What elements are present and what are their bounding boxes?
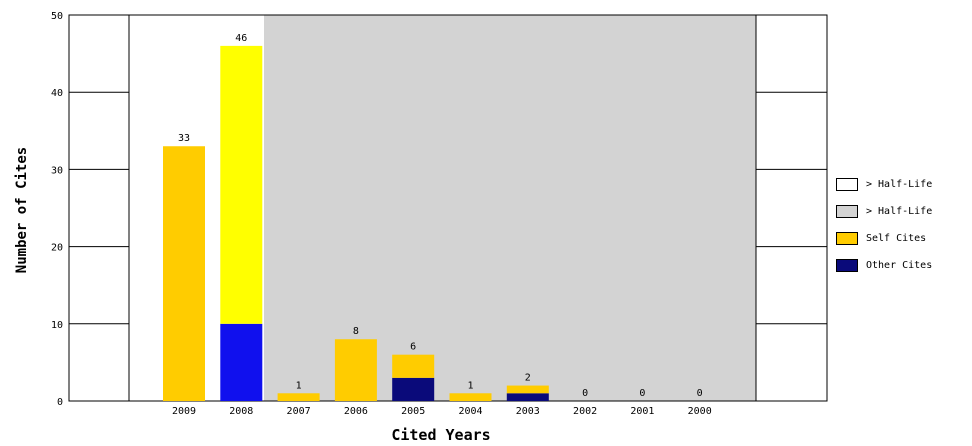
bar-value-label: 0	[697, 388, 703, 399]
legend-label: Other Cites	[866, 259, 933, 271]
bar-value-label: 46	[235, 33, 247, 44]
x-tick-label: 2008	[229, 406, 253, 417]
x-tick-label: 2003	[516, 406, 540, 417]
legend: > Half-Life > Half-Life Self Cites Other…	[836, 176, 972, 284]
bar-value-label: 0	[639, 388, 645, 399]
x-axis: 2009 2008 2007 2006 2005 2004 2003 2002 2001 2000	[172, 406, 712, 417]
legend-label: Self Cites	[866, 232, 927, 244]
x-tick-label: 2001	[630, 406, 654, 417]
bar-self-cites	[506, 385, 549, 394]
x-tick-label: 2000	[688, 406, 712, 417]
x-tick-label: 2004	[458, 406, 482, 417]
legend-item-half-life-gray: > Half-Life	[836, 203, 972, 219]
legend-swatch-gray	[836, 204, 858, 218]
bar-other-cites	[392, 377, 435, 401]
bar-value-label: 8	[353, 326, 359, 337]
legend-item-other-cites: Other Cites	[836, 257, 972, 273]
x-tick-label: 2009	[172, 406, 196, 417]
y-tick-label: 20	[51, 243, 63, 254]
y-tick-label: 40	[51, 88, 63, 99]
half-life-gray-area	[264, 15, 756, 401]
bar-self-cites	[220, 45, 263, 324]
bar-self-cites	[334, 339, 377, 401]
x-tick-label: 2007	[287, 406, 311, 417]
bar-value-label: 0	[582, 388, 588, 399]
bar-value-label: 1	[467, 380, 473, 391]
legend-swatch-white	[836, 177, 858, 191]
x-axis-label: Cited Years	[391, 426, 490, 444]
bars: 33 46 1 8 6 1 2 0 0 0	[163, 33, 703, 401]
legend-item-self-cites: Self Cites	[836, 230, 972, 246]
bar-self-cites	[163, 146, 205, 401]
x-tick-label: 2005	[401, 406, 425, 417]
y-tick-label: 0	[57, 397, 63, 408]
bar-value-label: 33	[178, 133, 190, 144]
y-tick-label: 50	[51, 11, 63, 22]
bar-value-label: 2	[525, 373, 531, 384]
legend-label: > Half-Life	[866, 178, 933, 190]
legend-swatch-other-cites	[836, 258, 858, 272]
y-tick-label: 10	[51, 320, 63, 331]
bar-value-label: 6	[410, 342, 416, 353]
legend-item-half-life-white: > Half-Life	[836, 176, 972, 192]
bar-other-cites	[220, 323, 263, 401]
legend-label: > Half-Life	[866, 205, 933, 217]
bar-self-cites	[449, 393, 492, 401]
y-tick-label: 30	[51, 165, 63, 176]
x-tick-label: 2002	[573, 406, 597, 417]
bar-self-cites	[277, 393, 320, 401]
legend-swatch-self-cites	[836, 231, 858, 245]
bar-other-cites	[506, 393, 549, 401]
x-tick-label: 2006	[344, 406, 368, 417]
bar-self-cites	[392, 354, 435, 378]
plot-frame-top	[68, 14, 828, 402]
y-axis-label: Number of Cites	[14, 147, 30, 273]
bar-value-label: 1	[296, 380, 302, 391]
